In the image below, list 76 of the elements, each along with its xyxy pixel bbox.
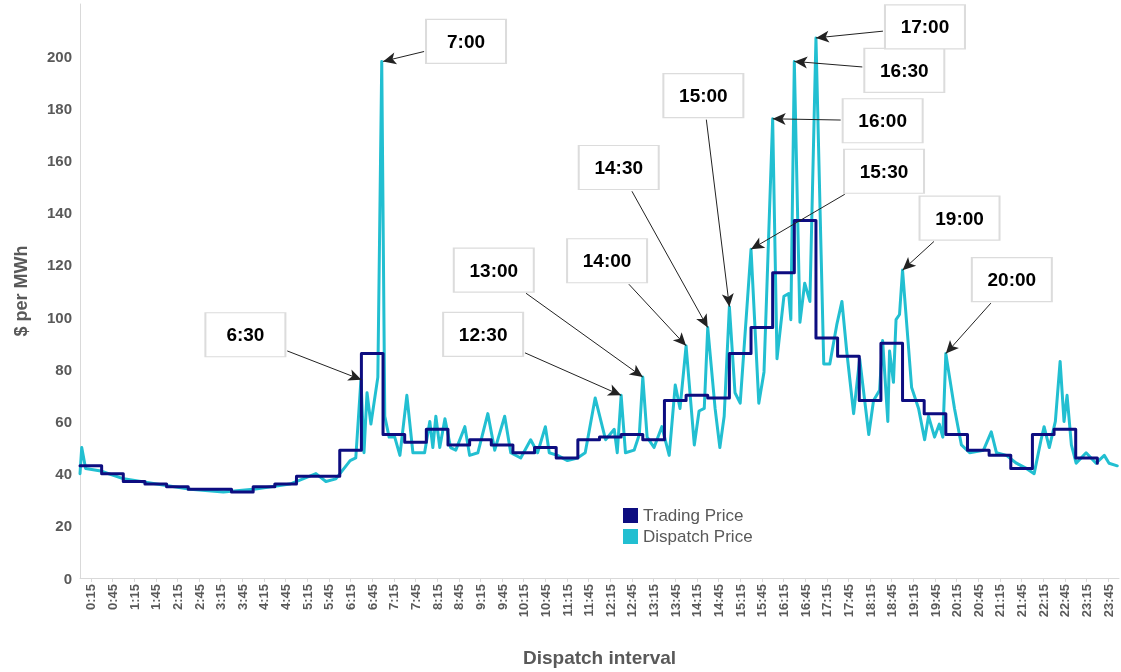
x-tick-label: 22:15 — [1035, 584, 1051, 618]
annotation: 7:00 — [447, 30, 486, 52]
x-tick-label: 18:15 — [862, 584, 878, 618]
y-tick-label: 0 — [63, 569, 72, 587]
x-tick-label: 13:15 — [646, 584, 662, 618]
x-tick-label: 13:45 — [667, 584, 683, 618]
x-tick-label: 3:15 — [213, 584, 229, 611]
x-tick-label: 9:45 — [494, 584, 510, 611]
x-tick-label: 5:15 — [299, 584, 315, 611]
x-tick-label: 16:15 — [775, 584, 791, 618]
x-tick-label: 21:15 — [992, 584, 1008, 618]
x-tick-label: 4:15 — [256, 584, 272, 611]
y-tick-label: 20 — [55, 517, 72, 535]
x-tick-label: 14:45 — [711, 584, 727, 618]
x-tick-label: 15:15 — [732, 584, 748, 618]
y-tick-label: 140 — [46, 204, 72, 222]
annotation: 16:00 — [858, 110, 907, 132]
x-tick-label: 7:45 — [408, 584, 424, 611]
annotation: 12:30 — [458, 323, 508, 345]
x-tick-label: 1:45 — [148, 584, 164, 611]
x-tick-label: 10:45 — [537, 584, 553, 618]
x-tick-label: 2:15 — [169, 584, 185, 611]
x-tick-label: 0:15 — [83, 584, 99, 611]
x-tick-label: 23:45 — [1100, 584, 1116, 618]
x-tick-label: 5:45 — [321, 584, 337, 611]
annotation: 16:30 — [880, 59, 929, 81]
annotation: 20:00 — [987, 269, 1037, 291]
y-tick-label: 160 — [46, 152, 72, 170]
x-tick-label: 0:45 — [104, 584, 120, 611]
y-axis-title: $ per MWh — [11, 245, 31, 337]
x-tick-label: 10:15 — [516, 584, 532, 618]
annotation: 15:30 — [859, 160, 909, 182]
x-tick-label: 1:15 — [126, 584, 142, 611]
annotation: 6:30 — [226, 324, 265, 346]
x-tick-label: 11:45 — [581, 584, 597, 617]
annotation: 19:00 — [935, 207, 984, 229]
y-tick-label: 40 — [55, 465, 72, 483]
x-tick-label: 8:45 — [451, 584, 467, 611]
y-tick-label: 200 — [46, 47, 72, 65]
x-tick-label: 19:45 — [927, 584, 943, 618]
annotation: 15:00 — [679, 85, 728, 107]
x-tick-label: 17:15 — [819, 584, 835, 618]
y-tick-label: 80 — [55, 360, 72, 378]
y-tick-label: 120 — [46, 256, 72, 274]
x-tick-label: 16:45 — [797, 584, 813, 618]
x-tick-label: 20:15 — [949, 584, 965, 618]
x-tick-label: 12:45 — [624, 584, 640, 618]
x-tick-label: 6:45 — [364, 584, 380, 611]
x-tick-label: 18:45 — [884, 584, 900, 618]
x-tick-label: 2:45 — [191, 584, 207, 611]
x-tick-label: 4:45 — [278, 584, 294, 611]
x-tick-label: 20:45 — [970, 584, 986, 618]
x-tick-label: 9:15 — [472, 584, 488, 611]
y-tick-label: 100 — [46, 308, 72, 326]
x-axis-title: Dispatch interval — [522, 647, 677, 668]
x-tick-label: 3:45 — [234, 584, 250, 611]
annotation: 13:00 — [469, 259, 519, 281]
y-tick-label: 180 — [46, 99, 72, 117]
annotation: 14:30 — [594, 157, 644, 179]
x-tick-label: 8:15 — [429, 584, 445, 611]
x-tick-label: 19:15 — [905, 584, 921, 618]
x-tick-label: 17:45 — [840, 584, 856, 618]
x-tick-label: 21:45 — [1014, 584, 1030, 618]
x-tick-label: 14:15 — [689, 584, 705, 618]
x-tick-label: 7:15 — [386, 584, 402, 611]
x-tick-label: 23:15 — [1079, 584, 1095, 618]
annotation: 14:00 — [582, 250, 632, 272]
x-tick-label: 6:15 — [343, 584, 359, 611]
y-tick-label: 60 — [55, 412, 72, 430]
x-tick-label: 11:15 — [559, 584, 575, 617]
legend-label: Trading Price — [643, 506, 744, 525]
x-tick-label: 12:15 — [602, 584, 618, 618]
x-tick-label: 22:45 — [1057, 584, 1073, 618]
x-tick-label: 15:45 — [754, 584, 770, 618]
legend-label: Dispatch Price — [643, 527, 753, 546]
annotation: 17:00 — [900, 16, 950, 38]
